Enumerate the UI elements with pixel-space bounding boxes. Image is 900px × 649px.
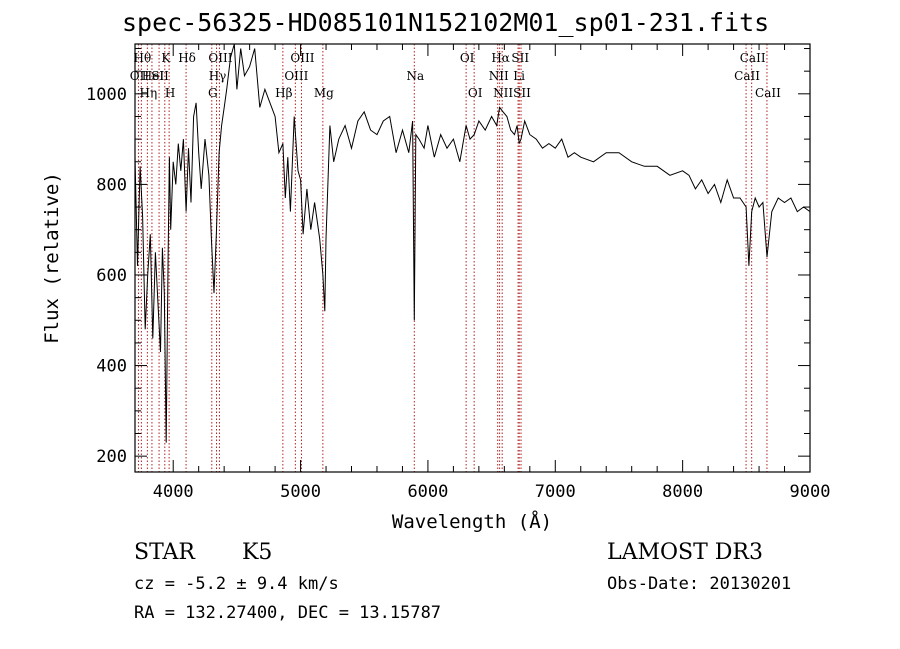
marker-label: Na [406, 69, 424, 83]
marker-label: OII [130, 69, 150, 83]
y-tick-label: 200 [96, 447, 127, 467]
object-class: STAR [134, 540, 195, 565]
marker-label: Hβ [275, 86, 292, 100]
chart-title: spec-56325-HD085101N152102M01_sp01-231.f… [122, 8, 770, 37]
marker-label: Hθ [134, 51, 152, 65]
marker-label: Hγ [209, 69, 227, 83]
marker-label: OIII [284, 69, 308, 83]
plot-frame [134, 43, 811, 473]
line-markers [137, 44, 768, 472]
marker-label: Hα [491, 51, 510, 65]
marker-label: OIII [290, 51, 314, 65]
marker-label: G [208, 86, 218, 100]
marker-label: Li [513, 69, 525, 83]
marker-label: Hη [140, 86, 158, 100]
x-tick-label: 4000 [153, 482, 194, 502]
y-tick-label: 600 [96, 266, 127, 286]
x-tick-label: 9000 [790, 482, 831, 502]
marker-label: OIII [208, 51, 232, 65]
survey-name: LAMOST DR3 [607, 540, 763, 565]
y-tick-label: 1000 [86, 85, 127, 105]
marker-label: H [165, 86, 175, 100]
y-axis-label: Flux (relative) [41, 172, 63, 344]
x-tick-label: 5000 [280, 482, 321, 502]
axis-ticks: 4000 5000 6000 7000 8000 9000 200 400 600 800 1000 [86, 44, 830, 502]
marker-label: NII [489, 69, 509, 83]
marker-label: CaII [755, 86, 781, 100]
marker-label: OI [460, 51, 475, 65]
x-axis-label: Wavelength (Å) [391, 511, 553, 533]
marker-label: NII [493, 86, 513, 100]
spectrum-series [134, 43, 811, 443]
y-tick-label: 400 [96, 357, 127, 377]
marker-label: HeI [142, 69, 165, 83]
line-marker-labels: HθOIIHηHeISIIKHHδGHγOIIIHβOIIIOIIIMgNaOI… [130, 51, 781, 100]
obs-date: Obs-Date: 20130201 [607, 574, 792, 594]
marker-label: SII [513, 86, 531, 100]
x-tick-label: 7000 [535, 482, 576, 502]
object-subclass: K5 [242, 540, 273, 565]
marker-label: SII [151, 69, 169, 83]
marker-label: Hδ [178, 51, 196, 65]
marker-label: CaII [734, 69, 760, 83]
coordinates-text: RA = 132.27400, DEC = 13.15787 [134, 603, 442, 623]
y-tick-label: 800 [96, 175, 127, 195]
x-tick-label: 8000 [662, 482, 703, 502]
velocity-text: cz = -5.2 ± 9.4 km/s [134, 574, 339, 594]
marker-label: K [161, 51, 171, 65]
marker-label: Mg [314, 86, 334, 100]
x-tick-label: 6000 [407, 482, 448, 502]
marker-label: SII [511, 51, 529, 65]
marker-label: CaII [740, 51, 766, 65]
marker-label: OI [468, 86, 483, 100]
spectrum-line [134, 43, 811, 443]
